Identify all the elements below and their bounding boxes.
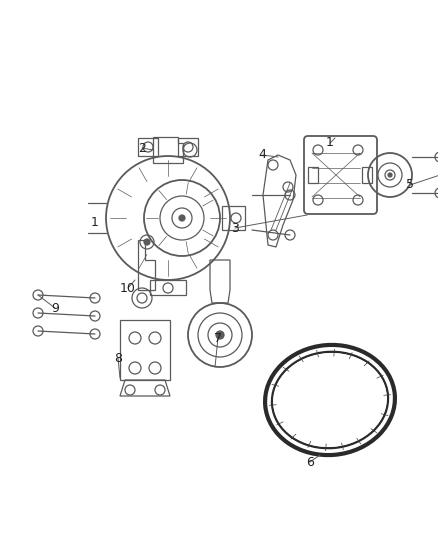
Text: 1: 1 [326,136,334,149]
Text: 1: 1 [91,215,99,229]
Ellipse shape [269,349,391,451]
Text: 9: 9 [51,302,59,314]
Text: 5: 5 [406,179,414,191]
Circle shape [388,173,392,177]
Text: 8: 8 [114,351,122,365]
Circle shape [216,331,224,339]
Ellipse shape [273,353,387,447]
Circle shape [179,215,185,221]
Circle shape [144,239,150,245]
Text: 7: 7 [214,332,222,344]
Bar [120,320,170,380]
Text: 4: 4 [258,149,266,161]
Text: 10: 10 [120,281,136,295]
Text: 6: 6 [306,456,314,469]
Text: 3: 3 [231,222,239,235]
Text: 2: 2 [138,141,146,155]
